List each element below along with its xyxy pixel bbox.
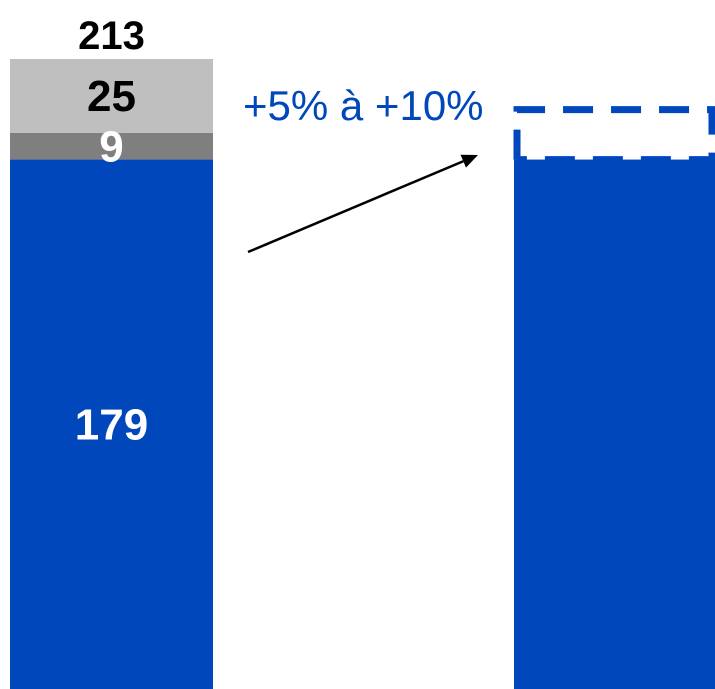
bar-1-segment-2 [10, 132, 213, 160]
bar-1-segment-1 [10, 159, 213, 689]
growth-annotation: +5% à +10% [243, 82, 484, 129]
bar-1-segment-2-label: 9 [99, 122, 123, 171]
bar-1-total-label: 213 [78, 14, 145, 58]
bar-2-segment-1 [514, 159, 715, 689]
bar-1-segment-1-label: 179 [75, 400, 148, 449]
bars-layer [10, 59, 715, 689]
bar-1-segment-3-label: 25 [87, 72, 136, 121]
bar-1-segment-3 [10, 59, 213, 133]
labels-layer: 179 925 213 [75, 14, 148, 449]
trend-arrow [247, 160, 464, 254]
trend-arrow-head [460, 154, 478, 168]
bar-2-projection [513, 106, 715, 164]
